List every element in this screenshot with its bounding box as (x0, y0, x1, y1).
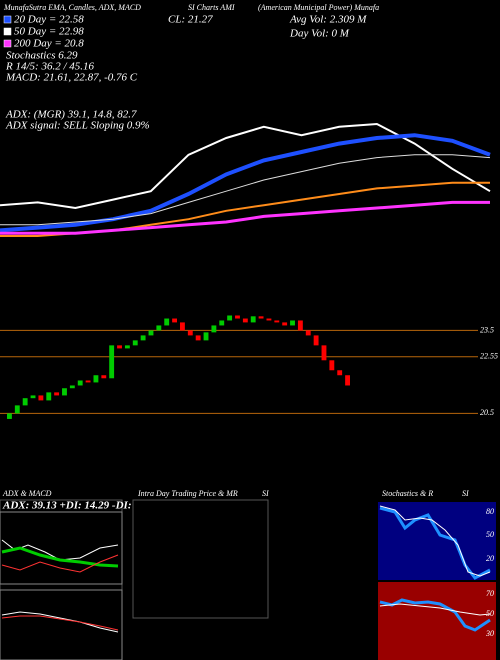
candle-body (156, 325, 162, 331)
candle-body (305, 330, 311, 336)
candle-body (321, 345, 327, 361)
adx-title: ADX & MACD (2, 489, 52, 498)
stoch-k (379, 506, 491, 580)
ema-line (0, 154, 491, 226)
stoch-tick: 80 (486, 507, 494, 516)
stoch-tick: 20 (486, 554, 494, 563)
rsi-signal (379, 603, 491, 616)
candle-body (337, 370, 343, 376)
macd-box (0, 589, 123, 660)
y-tick-label: 23.5 (480, 325, 494, 334)
legend-swatch (3, 15, 12, 24)
candle-body (46, 392, 52, 401)
candle-body (290, 320, 295, 326)
candle-body (148, 330, 154, 336)
indicator-note: MACD: 21.61, 22.87, -0.76 C (5, 72, 138, 84)
candle-body (180, 322, 185, 331)
candle-body (195, 335, 201, 341)
ema-panel (0, 122, 491, 237)
legend-swatch (3, 27, 12, 36)
candle-body (62, 388, 67, 396)
macd-signal (1, 615, 119, 631)
candle-body (297, 320, 303, 331)
intraday-si: SI (262, 489, 269, 498)
rsi-panel (378, 582, 496, 660)
candle-body (109, 345, 115, 379)
candle-body (132, 340, 138, 346)
ema-line (0, 122, 491, 210)
notes: Stochastics 6.29R 14/5: 36.2 / 45.16MACD… (5, 50, 150, 132)
candle-body (124, 345, 130, 349)
plus-di-line (1, 546, 119, 568)
candle-body (117, 345, 122, 349)
candle-body (258, 316, 264, 319)
indicator-note: Stochastics 6.29 (6, 50, 78, 62)
candle-body (282, 322, 288, 326)
candle-body (235, 315, 240, 319)
indicator-note: ADX: (MGR) 39.1, 14.8, 82.7 (5, 109, 137, 121)
candle-body (54, 392, 60, 396)
y-tick-label: 20.5 (480, 408, 494, 417)
candle-body (274, 320, 280, 323)
candle-body (266, 318, 272, 321)
rsi-tick: 70 (486, 589, 494, 598)
macd-line (1, 611, 119, 633)
close-price: CL: 21.27 (168, 14, 213, 26)
legend-swatch (3, 39, 12, 48)
candle-body (7, 413, 12, 419)
legend-entry: 200 Day = 20.8 (14, 38, 84, 50)
candle-body (329, 360, 335, 371)
y-tick-label: 22.55 (480, 352, 498, 361)
candle-body (164, 318, 170, 326)
header-left: MunafaSutra EMA, Candles, ADX, MACD (3, 3, 141, 12)
candle-body (313, 335, 319, 346)
stoch-tick: 50 (486, 530, 494, 539)
rsi-tick: 50 (486, 609, 494, 618)
adx-values: ADX: 39.13 +DI: 14.29 -DI: 32.66 (2, 500, 159, 512)
candle-body (77, 380, 83, 386)
candle-body (14, 405, 20, 414)
intraday-title: Intra Day Trading Price & MR (137, 489, 238, 498)
avg-volume: Avg Vol: 2.309 M (289, 14, 367, 26)
candle-body (227, 315, 233, 321)
candle-body (211, 325, 217, 333)
rsi-line (379, 598, 491, 632)
rsi-tick: 30 (485, 629, 494, 638)
candle-body (140, 335, 146, 341)
intraday-panel (132, 499, 269, 619)
candle-body (250, 316, 256, 323)
candle-body (22, 398, 28, 406)
day-volume: Day Vol: 0 M (289, 28, 350, 40)
candle-body (30, 395, 36, 399)
candle-body (187, 330, 193, 336)
ema-line (0, 200, 490, 235)
legend-entry: 20 Day = 22.58 (14, 14, 84, 26)
header-company: (American Municipal Power) Munafa (258, 3, 379, 12)
indicator-note: R 14/5: 36.2 / 45.16 (5, 61, 94, 73)
indicator-note: ADX signal: SELL Sloping 0.9% (5, 120, 150, 132)
minus-di-line (1, 554, 119, 573)
candle-body (93, 375, 99, 383)
candle-body (38, 395, 44, 401)
header-center: SI Charts AMI (188, 3, 235, 12)
ema-line (0, 133, 491, 233)
stochastics-si: SI (462, 489, 469, 498)
candle-body (101, 375, 107, 379)
candle-body (203, 332, 209, 341)
candle-panel: 23.5 22.55 20.5 (0, 315, 498, 419)
candle-body (219, 320, 225, 326)
candle-body (172, 318, 177, 323)
candle-body (345, 375, 350, 386)
candle-body (242, 318, 248, 323)
candle-body (69, 385, 75, 389)
legend-entry: 50 Day = 22.98 (14, 26, 84, 38)
stochastics-title: Stochastics & R (382, 489, 433, 498)
candle-body (85, 380, 91, 383)
stoch-d (379, 505, 491, 577)
